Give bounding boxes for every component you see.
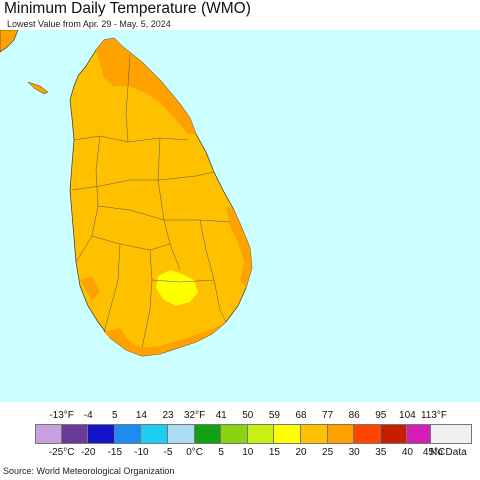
legend-swatch (141, 424, 168, 444)
north-coast-zone (96, 38, 196, 134)
southwest-coast-zone (80, 276, 100, 300)
legend-swatch (274, 424, 301, 444)
legend-tick: 23 (162, 410, 174, 421)
legend-tick: 35 (375, 447, 387, 458)
legend-tick: -4 (83, 410, 93, 421)
legend-tick: 14 (135, 410, 147, 421)
map-title: Minimum Daily Temperature (WMO) (4, 0, 251, 17)
legend-swatch (194, 424, 222, 444)
legend-tick: 68 (295, 410, 307, 421)
legend-swatch (61, 424, 89, 444)
province-boundaries (71, 53, 231, 349)
legend-swatch (114, 424, 142, 444)
map-canvas (0, 30, 480, 402)
legend-tick: 95 (375, 410, 387, 421)
legend-tick: 15 (268, 447, 280, 458)
no-data-label: No Data (430, 447, 467, 458)
legend-tick: 40 (401, 447, 413, 458)
no-data-swatch (430, 424, 472, 444)
legend-tick: 41 (215, 410, 227, 421)
legend-tick: 25 (322, 447, 334, 458)
legend-tick: -15 (107, 447, 123, 458)
legend-tick: 77 (322, 410, 334, 421)
legend-tick: -5 (163, 447, 173, 458)
legend-tick: 0°C (186, 447, 203, 458)
legend-swatch (88, 424, 115, 444)
sri-lanka-map (0, 30, 253, 357)
legend-tick: 20 (295, 447, 307, 458)
legend-tick: 104 (399, 410, 416, 421)
color-scale (35, 424, 461, 444)
legend-swatch (327, 424, 355, 444)
highland-zone (156, 270, 198, 306)
legend-tick: 59 (268, 410, 280, 421)
south-coast-zone (104, 322, 226, 356)
legend-swatch (247, 424, 275, 444)
legend-tick: 5 (218, 447, 224, 458)
gulf-islands (27, 81, 49, 95)
legend-tick: 45°C (422, 447, 446, 458)
legend-tick: -13°F (49, 410, 74, 421)
legend-swatch (380, 424, 408, 444)
legend-tick: 113°F (420, 410, 448, 421)
legend-tick: 32°F (183, 410, 206, 421)
legend-tick: -20 (80, 447, 96, 458)
legend-swatch (221, 424, 248, 444)
legend-tick: -10 (134, 447, 149, 458)
map-subtitle: Lowest Value from Apr. 29 - May. 5, 2024 (7, 19, 171, 29)
legend: -13°F -4 5 14 23 32°F 41 50 59 68 77 86 95 104 113°F -… (0, 405, 480, 465)
legend-tick: -25°C (48, 447, 75, 458)
source-credit: Source: World Meteorological Organizatio… (3, 466, 175, 476)
legend-tick: 30 (348, 447, 360, 458)
legend-tick: 10 (242, 447, 254, 458)
legend-swatch (354, 424, 381, 444)
legend-tick: 50 (242, 410, 254, 421)
east-coast-zone (226, 206, 252, 288)
legend-swatch (35, 424, 62, 444)
india-coast (0, 30, 19, 53)
legend-swatch (167, 424, 195, 444)
legend-swatch (300, 424, 328, 444)
legend-tick: 86 (348, 410, 360, 421)
legend-tick: 5 (112, 410, 118, 421)
